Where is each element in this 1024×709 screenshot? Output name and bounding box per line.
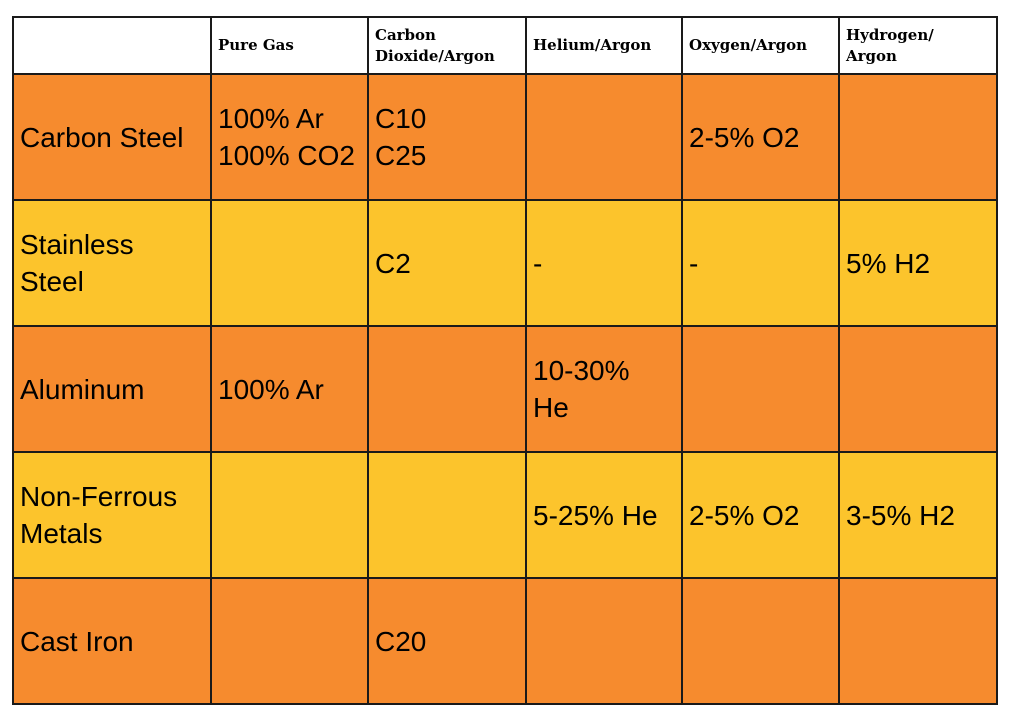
cell-hydrogen-argon [838, 325, 998, 453]
row-label: Non-Ferrous Metals [12, 451, 212, 579]
table-row-cast-iron: Cast Iron C20 [12, 577, 998, 705]
table-row-aluminum: Aluminum 100% Ar 10-30% He [12, 325, 998, 453]
row-label: Aluminum [12, 325, 212, 453]
cell-co2-argon: C2 [367, 199, 527, 327]
cell-oxygen-argon [681, 577, 840, 705]
cell-co2-argon [367, 451, 527, 579]
cell-pure-gas [210, 199, 369, 327]
header-corner-cell [12, 16, 212, 75]
cell-pure-gas: 100% Ar 100% CO2 [210, 73, 369, 201]
cell-pure-gas [210, 451, 369, 579]
cell-hydrogen-argon: 5% H2 [838, 199, 998, 327]
cell-co2-argon [367, 325, 527, 453]
cell-oxygen-argon: 2-5% O2 [681, 451, 840, 579]
cell-helium-argon [525, 577, 683, 705]
cell-oxygen-argon: - [681, 199, 840, 327]
row-label: Stainless Steel [12, 199, 212, 327]
cell-hydrogen-argon [838, 577, 998, 705]
cell-helium-argon: 10-30% He [525, 325, 683, 453]
cell-pure-gas [210, 577, 369, 705]
cell-helium-argon: 5-25% He [525, 451, 683, 579]
cell-co2-argon: C20 [367, 577, 527, 705]
gas-mixture-table: Pure Gas Carbon Dioxide/Argon Helium/Arg… [12, 16, 998, 705]
cell-co2-argon: C10 C25 [367, 73, 527, 201]
cell-oxygen-argon: 2-5% O2 [681, 73, 840, 201]
row-label: Cast Iron [12, 577, 212, 705]
cell-oxygen-argon [681, 325, 840, 453]
header-hydrogen-argon: Hydrogen/ Argon [838, 16, 998, 75]
cell-pure-gas: 100% Ar [210, 325, 369, 453]
header-row: Pure Gas Carbon Dioxide/Argon Helium/Arg… [12, 16, 998, 75]
table-row-non-ferrous-metals: Non-Ferrous Metals 5-25% He 2-5% O2 3-5%… [12, 451, 998, 579]
table-row-stainless-steel: Stainless Steel C2 - - 5% H2 [12, 199, 998, 327]
cell-helium-argon [525, 73, 683, 201]
table-row-carbon-steel: Carbon Steel 100% Ar 100% CO2 C10 C25 2-… [12, 73, 998, 201]
header-pure-gas: Pure Gas [210, 16, 369, 75]
cell-hydrogen-argon [838, 73, 998, 201]
cell-hydrogen-argon: 3-5% H2 [838, 451, 998, 579]
row-label: Carbon Steel [12, 73, 212, 201]
header-co2-argon: Carbon Dioxide/Argon [367, 16, 527, 75]
gas-mixture-table-container: Pure Gas Carbon Dioxide/Argon Helium/Arg… [12, 16, 998, 705]
cell-helium-argon: - [525, 199, 683, 327]
header-helium-argon: Helium/Argon [525, 16, 683, 75]
header-oxygen-argon: Oxygen/Argon [681, 16, 840, 75]
